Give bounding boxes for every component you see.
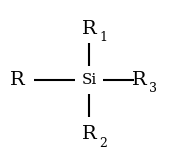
Text: 3: 3 (149, 82, 157, 95)
Text: R: R (82, 20, 96, 38)
Text: R: R (82, 125, 96, 143)
Text: 2: 2 (99, 137, 107, 150)
Text: Si: Si (81, 73, 97, 87)
Text: 1: 1 (99, 31, 107, 44)
Text: R: R (132, 71, 146, 89)
Text: R: R (11, 71, 25, 89)
